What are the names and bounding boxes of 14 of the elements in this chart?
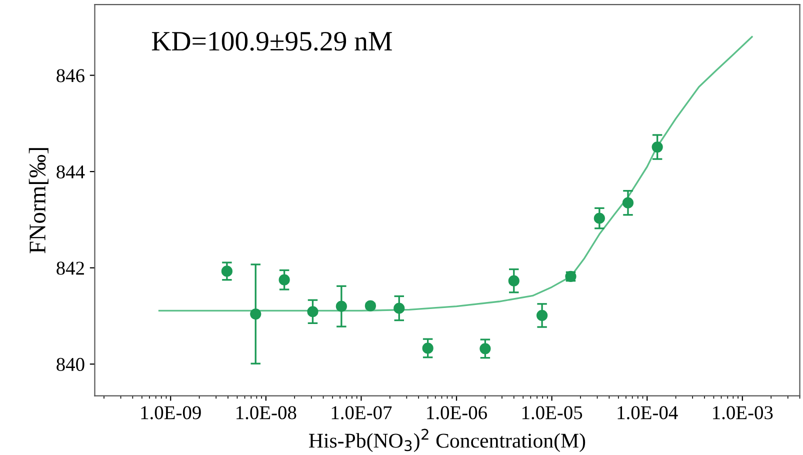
y-tick-label: 840 xyxy=(56,358,84,372)
x-tick-label: 1.0E-09 xyxy=(141,406,201,420)
x-tick-label: 1.0E-07 xyxy=(332,406,392,420)
x-tick-label: 1.0E-08 xyxy=(236,406,296,420)
y-tick-label: 842 xyxy=(56,262,84,275)
annotation: KD=100.9±95.29 nM xyxy=(152,32,392,51)
y-tick-label: 844 xyxy=(56,165,85,178)
x-tick-label: 1.0E-04 xyxy=(618,406,678,420)
x-tick-label: 1.0E-06 xyxy=(427,406,487,420)
x-tick-label: 1.0E-03 xyxy=(713,406,773,420)
y-tick-label: 846 xyxy=(56,69,84,82)
x-tick-label: 1.0E-05 xyxy=(522,406,582,420)
y-axis-title: FNorm[‰] xyxy=(28,148,48,254)
x-axis-title: His-Pb(NO$_{3}$)$^{2}$ Concentration(M) xyxy=(309,428,586,452)
